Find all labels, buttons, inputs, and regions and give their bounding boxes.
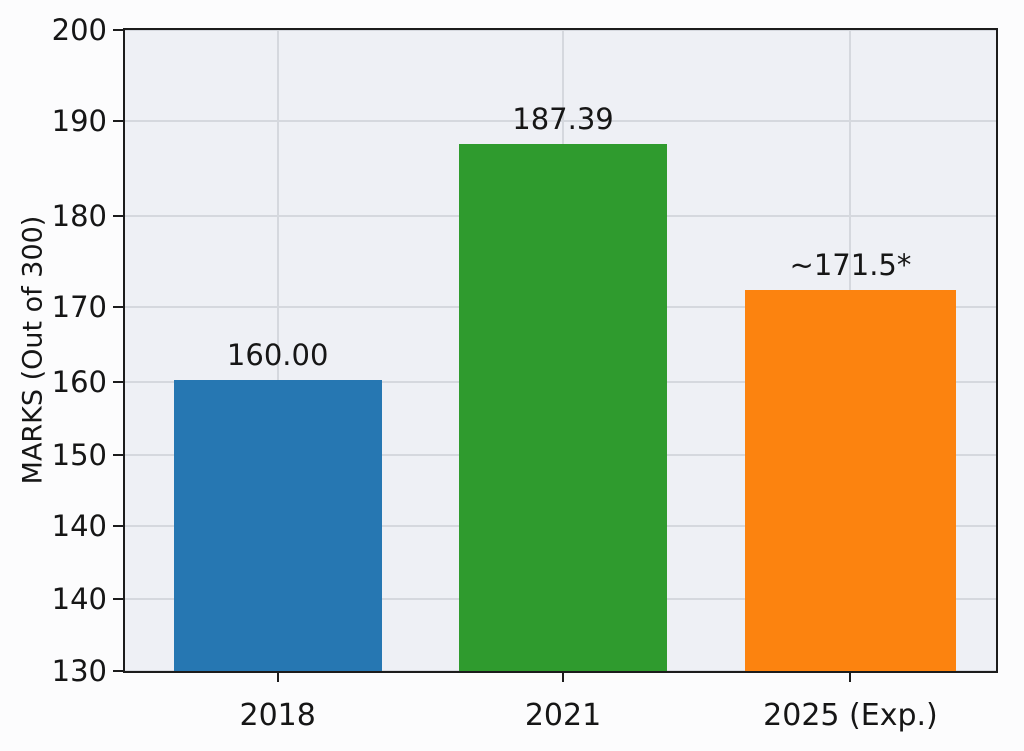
y-tick-mark — [113, 381, 123, 384]
x-tick-mark — [276, 673, 279, 682]
y-tick-label: 140 — [51, 581, 107, 616]
y-gridline — [125, 30, 996, 31]
y-tick-label: 170 — [51, 290, 107, 325]
y-tick-mark — [113, 453, 123, 456]
y-tick-label: 200 — [51, 13, 107, 47]
bar-value-label: 160.00 — [226, 338, 329, 373]
y-tick-label: 180 — [51, 198, 107, 233]
x-tick-label: 2025 (Exp.) — [763, 698, 938, 733]
y-tick-label: 150 — [51, 437, 107, 472]
x-tick-mark — [849, 673, 852, 682]
y-tick-mark — [113, 29, 123, 31]
bar-value-label: ~171.5* — [789, 248, 912, 283]
bar-2018 — [173, 380, 382, 671]
plot-area — [123, 28, 998, 673]
y-tick-mark — [113, 525, 123, 528]
y-tick-mark — [113, 214, 123, 217]
y-gridline — [125, 120, 996, 123]
y-tick-mark — [113, 306, 123, 309]
y-tick-label: 160 — [51, 365, 107, 400]
y-tick-mark — [113, 597, 123, 600]
y-tick-label: 140 — [51, 509, 107, 544]
y-tick-mark — [113, 670, 123, 672]
x-gridline — [276, 30, 279, 671]
y-axis-title: MARKS (Out of 300) — [17, 215, 49, 485]
bar-2021 — [458, 144, 668, 671]
y-tick-mark — [113, 120, 123, 123]
bar-value-label: 187.39 — [512, 102, 614, 137]
y-tick-label: 190 — [51, 104, 107, 139]
bar-2025-exp — [744, 290, 957, 671]
y-tick-label: 130 — [51, 654, 107, 688]
x-tick-mark — [562, 673, 565, 682]
x-tick-label: 2018 — [239, 698, 316, 733]
x-tick-label: 2021 — [524, 698, 602, 733]
